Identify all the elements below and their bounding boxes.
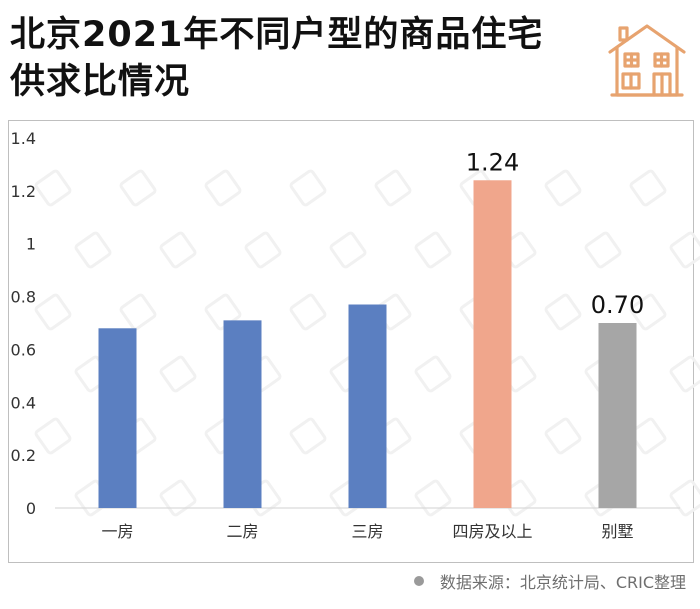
bar	[223, 320, 262, 508]
y-tick-label: 0.6	[11, 340, 36, 359]
watermark-mark	[289, 293, 327, 331]
watermark-mark	[544, 417, 582, 455]
watermark-mark	[669, 355, 700, 393]
watermark-mark	[289, 169, 327, 207]
watermark-mark	[159, 355, 197, 393]
watermark-mark	[329, 231, 367, 269]
watermark-mark	[34, 293, 72, 331]
bar	[598, 323, 637, 508]
watermark-mark	[414, 231, 452, 269]
watermark-mark	[244, 231, 282, 269]
y-tick-label: 0	[26, 499, 36, 518]
house-icon	[608, 24, 686, 97]
y-tick-label: 1	[26, 235, 36, 254]
watermark-mark	[414, 355, 452, 393]
source-note: 数据来源：北京统计局、CRIC整理	[413, 569, 686, 593]
bar	[473, 180, 512, 509]
x-tick-label: 一房	[101, 522, 133, 541]
watermark-mark	[669, 479, 700, 517]
watermark-mark	[629, 293, 667, 331]
watermark-mark	[204, 169, 242, 207]
watermark-mark	[584, 231, 622, 269]
y-tick-label: 0.2	[11, 446, 36, 465]
bar	[348, 304, 387, 508]
watermark-mark	[289, 417, 327, 455]
title-line-1: 北京2021年不同户型的商品住宅	[10, 15, 544, 55]
x-tick-label: 别墅	[601, 522, 633, 541]
watermark-mark	[544, 293, 582, 331]
y-tick-label: 0.4	[11, 393, 36, 412]
page-title: 北京2021年不同户型的商品住宅 供求比情况	[10, 12, 590, 106]
watermark-mark	[544, 169, 582, 207]
chart-frame	[8, 120, 694, 563]
watermark-mark	[669, 231, 700, 269]
x-tick-label: 四房及以上	[452, 522, 532, 541]
y-tick-label: 1.2	[11, 182, 36, 201]
bullet-dot	[413, 576, 424, 586]
source-text: 数据来源：北京统计局、CRIC整理	[439, 573, 686, 592]
watermark-mark	[414, 479, 452, 517]
x-axis: 一房 二房 三房 四房及以上 别墅	[101, 522, 633, 541]
data-labels: 1.24 0.70	[466, 148, 644, 319]
data-label: 1.24	[466, 148, 519, 176]
watermark-mark	[629, 169, 667, 207]
watermark-mark	[34, 417, 72, 455]
bar	[98, 328, 137, 508]
watermark-mark	[629, 417, 667, 455]
watermark-mark	[159, 231, 197, 269]
y-axis: 0 0.2 0.4 0.6 0.8 1 1.2 1.4	[11, 129, 36, 518]
watermark-mark	[374, 169, 412, 207]
bars	[98, 180, 637, 509]
watermark-mark	[159, 479, 197, 517]
x-tick-label: 三房	[351, 522, 383, 541]
title-line-2: 供求比情况	[10, 62, 191, 102]
x-tick-label: 二房	[226, 522, 258, 541]
watermark-mark	[119, 169, 157, 207]
watermark-mark	[119, 293, 157, 331]
data-label: 0.70	[591, 291, 644, 319]
y-tick-label: 1.4	[11, 129, 36, 148]
watermark-mark	[74, 231, 112, 269]
watermark-mark	[34, 169, 72, 207]
y-tick-label: 0.8	[11, 288, 36, 307]
